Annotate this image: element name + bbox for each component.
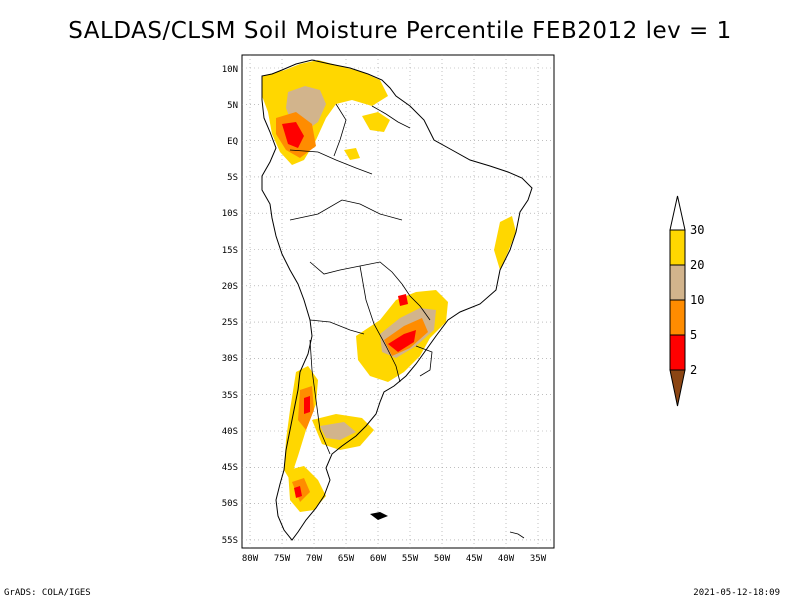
falkland-islands	[370, 512, 388, 520]
lon-label: 55W	[402, 554, 419, 564]
lat-label: EQ	[227, 137, 238, 147]
lon-label: 75W	[274, 554, 291, 564]
map-title: SALDAS/CLSM Soil Moisture Percentile FEB…	[68, 18, 732, 44]
colorbar-5-10	[669, 299, 686, 336]
footer-timestamp: 2021-05-12-18:09	[693, 588, 780, 598]
shade-parana-red	[398, 294, 408, 306]
lon-label: 60W	[370, 554, 387, 564]
colorbar-label-5: 5	[690, 328, 697, 342]
shade-east-coast	[494, 216, 516, 270]
shade-amazon-spot	[344, 148, 360, 160]
country-borders	[289, 103, 433, 455]
lat-label: 55S	[222, 536, 238, 546]
shade-patagonia-tan	[320, 422, 356, 440]
lon-label: 70W	[306, 554, 323, 564]
lat-label: 50S	[222, 499, 238, 509]
lat-label: 5N	[227, 101, 238, 111]
colorbar-label-2: 2	[690, 363, 697, 377]
lat-label: 5S	[227, 173, 238, 183]
lat-label: 10N	[222, 65, 238, 75]
lon-label: 50W	[434, 554, 451, 564]
shade-south-brazil-red	[388, 330, 416, 352]
colorbar-label-10: 10	[690, 293, 704, 307]
colorbar-label-20: 20	[690, 258, 704, 272]
shade-deep-south-orange	[292, 478, 310, 502]
footer-credit: GrADS: COLA/IGES	[4, 588, 91, 598]
shade-chile-red	[304, 396, 310, 414]
lon-label: 80W	[242, 554, 259, 564]
longitude-labels: 80W 75W 70W 65W 60W 55W 50W 45W 40W 35W	[242, 554, 547, 564]
colorbar-bottom-arrow	[669, 369, 686, 407]
colorbar-10-20	[669, 264, 686, 301]
colorbar-label-30: 30	[690, 223, 704, 237]
shade-guyana	[362, 112, 390, 132]
lat-label: 25S	[222, 318, 238, 328]
lon-label: 40W	[498, 554, 515, 564]
colorbar-2-5	[669, 334, 686, 371]
lon-label: 35W	[530, 554, 547, 564]
lat-label: 30S	[222, 354, 238, 364]
lon-label: 45W	[466, 554, 483, 564]
colorbar-20-30	[669, 229, 686, 266]
lat-label: 10S	[222, 209, 238, 219]
latitude-labels: 10N 5N EQ 5S 10S 15S 20S 25S 30S 35S 40S…	[222, 65, 238, 546]
colorbar: 30 20 10 5 2	[669, 195, 704, 407]
lat-label: 45S	[222, 463, 238, 473]
shade-north-red	[282, 122, 304, 148]
lat-label: 35S	[222, 391, 238, 401]
south-georgia	[509, 531, 525, 539]
lon-label: 65W	[338, 554, 355, 564]
shade-deep-south-red	[294, 486, 302, 498]
lat-label: 40S	[222, 427, 238, 437]
colorbar-top-arrow	[669, 195, 686, 231]
lat-label: 20S	[222, 282, 238, 292]
lat-label: 15S	[222, 246, 238, 256]
south-america-coastline	[261, 59, 533, 541]
